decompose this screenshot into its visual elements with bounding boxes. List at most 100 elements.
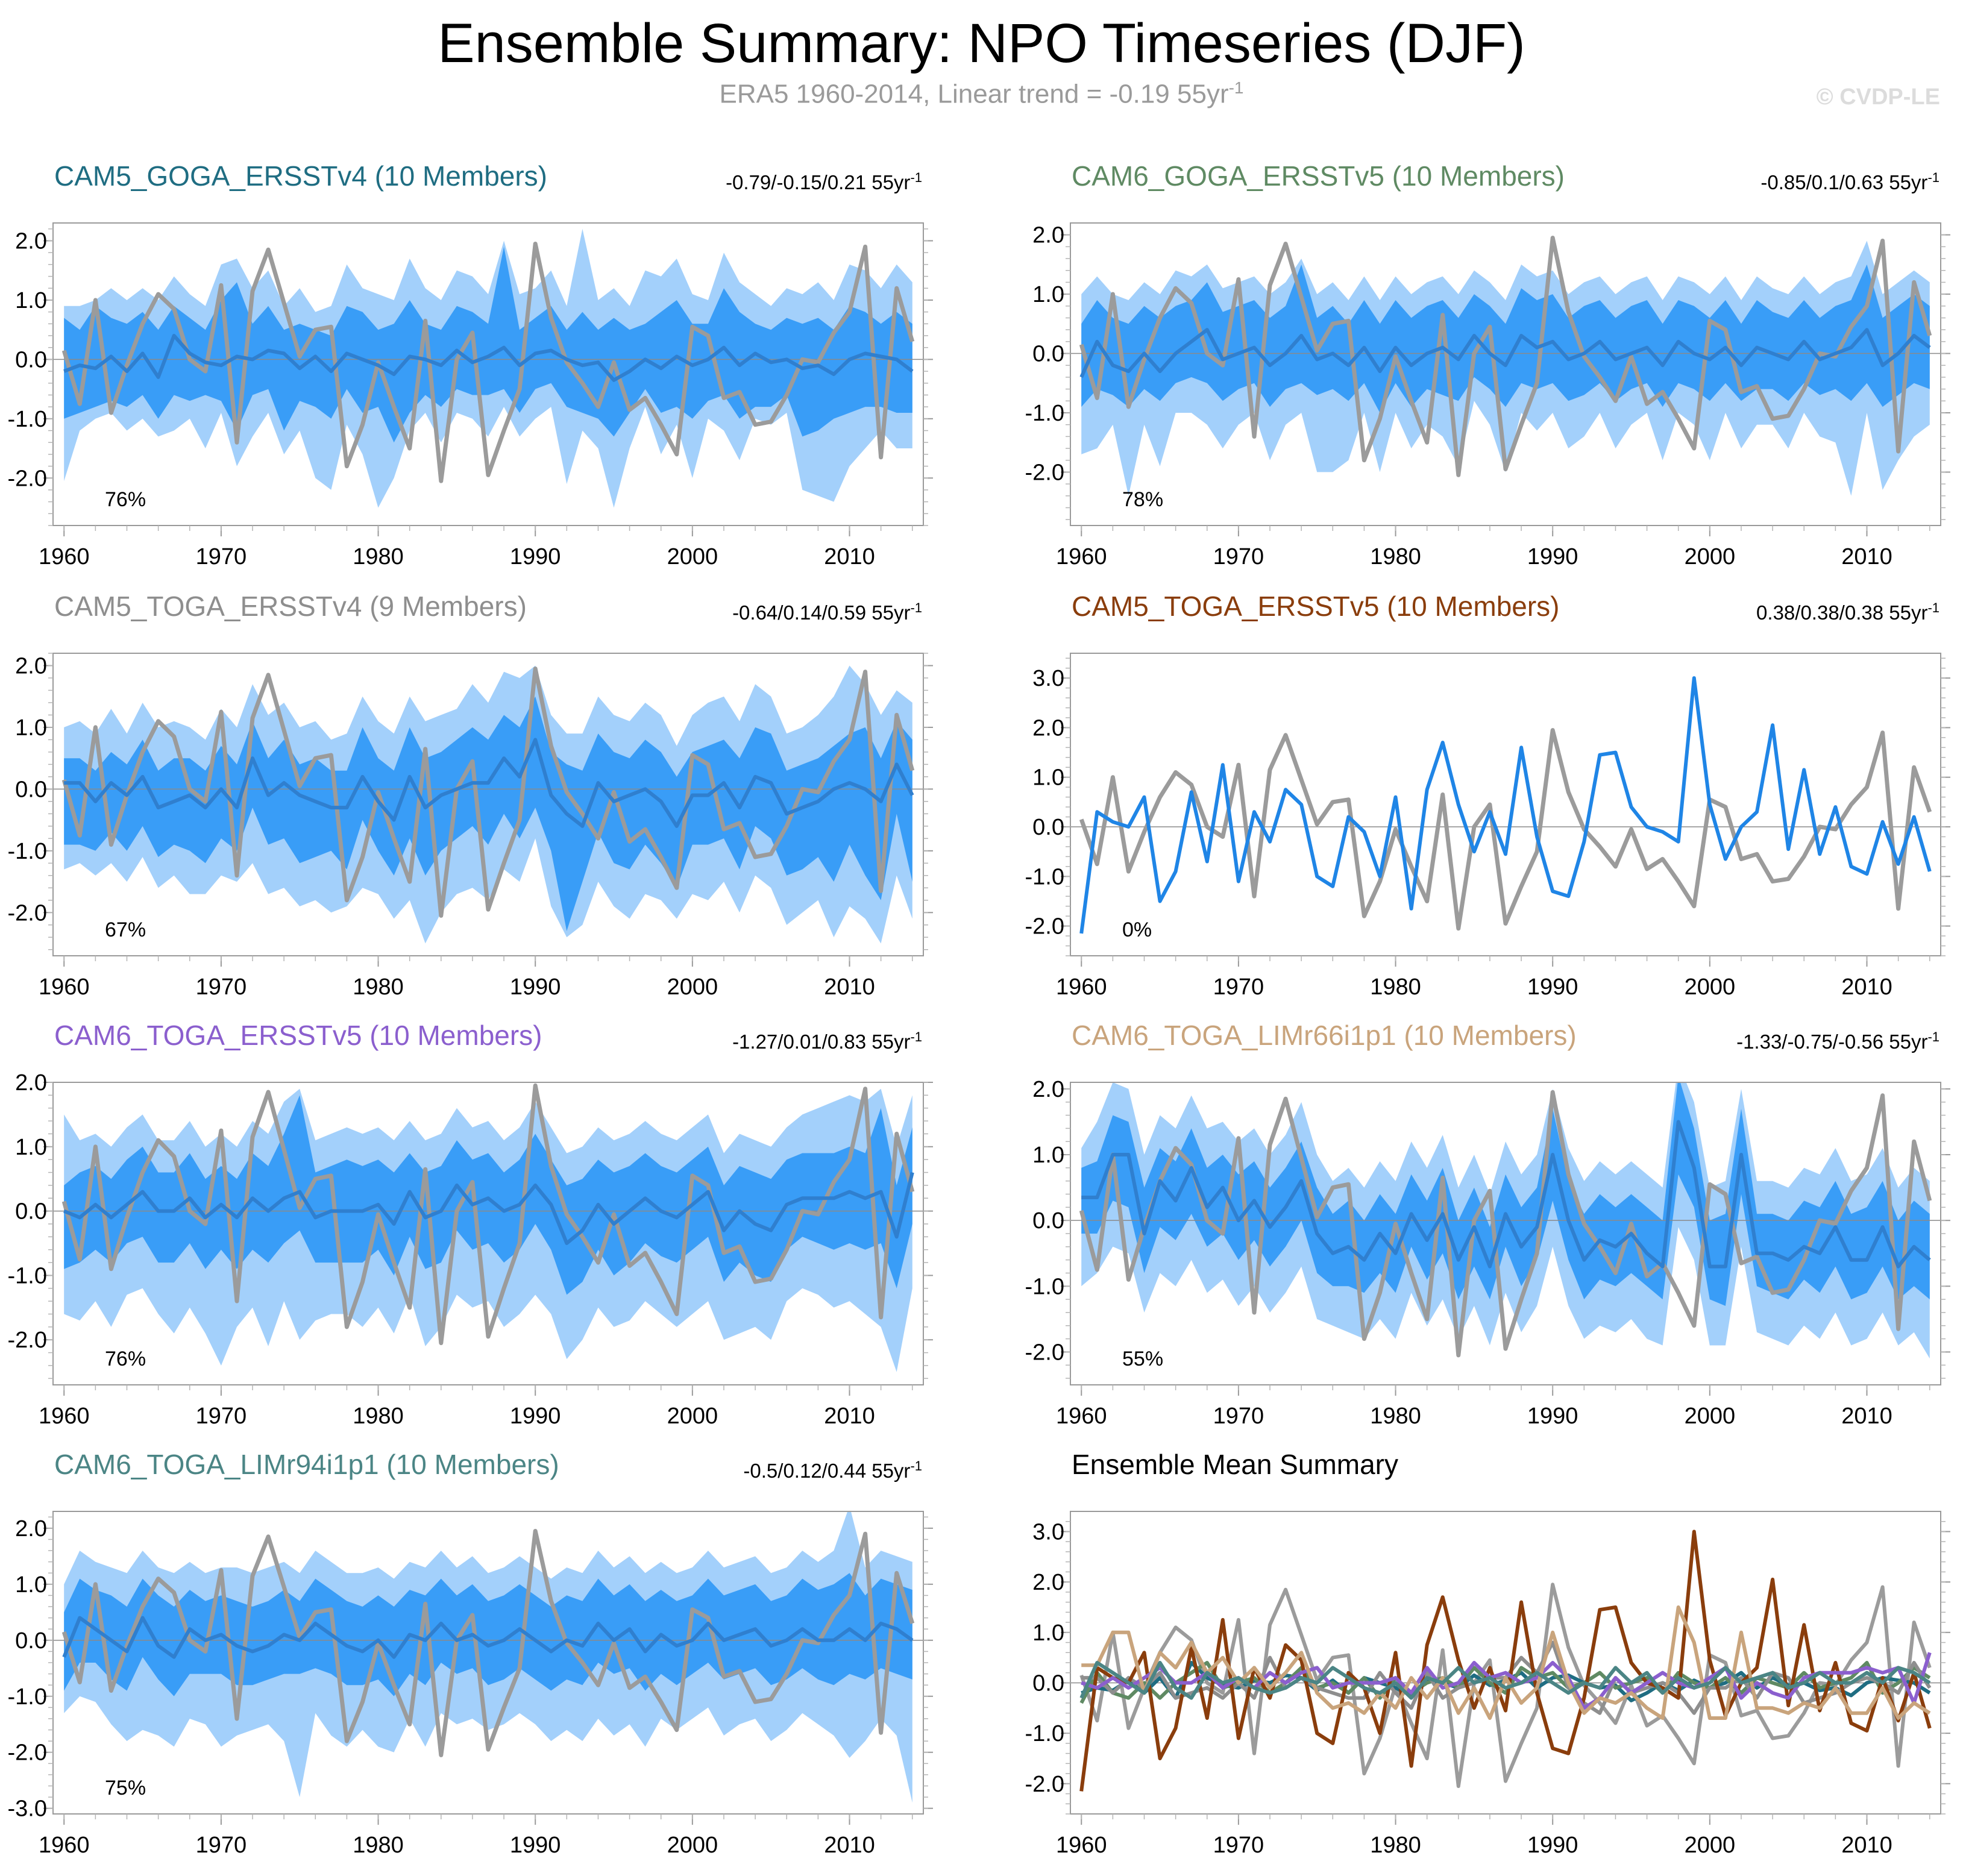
- y-tick-label: -1.0: [1025, 1274, 1064, 1299]
- x-tick-label: 1990: [1527, 1833, 1578, 1858]
- x-tick-label: 2010: [824, 1404, 875, 1429]
- plot-frame: [1070, 222, 1941, 526]
- y-tick-label: 1.0: [1032, 1143, 1064, 1168]
- trend-text: -1.33/-0.75/-0.56 55yr: [1736, 1031, 1928, 1053]
- obs-line: [61, 667, 915, 918]
- p10-p90-band: [64, 246, 912, 443]
- x-tick-label: 1970: [1213, 974, 1264, 1000]
- series-line-era5: [1079, 1583, 1932, 1788]
- trend-sup: -1: [1927, 1029, 1939, 1044]
- y-tick-label: -2.0: [8, 1328, 47, 1353]
- y-tick-label: -1.0: [1025, 1721, 1064, 1746]
- chart-svg: 1960 1970 1980 1990 2000 2010 -2.0 -1.0 0.0 1.0 2.…: [8, 222, 933, 569]
- plot-frame: [52, 653, 924, 956]
- plot-frame: [1070, 653, 1941, 956]
- p10-p90-band: [64, 1573, 912, 1696]
- percent-label: 76%: [105, 488, 146, 511]
- chart-svg: 1960 1970 1980 1990 2000 2010 -2.0 -1.0 0.0 1.0 2.…: [8, 1070, 933, 1429]
- panel-cam5-goga-ersstv4: CAM5_GOGA_ERSSTv4 (10 Members) -0.79/-0.…: [0, 158, 964, 586]
- y-tick-label: 2.0: [1032, 715, 1064, 741]
- percent-label: 0%: [1122, 918, 1152, 941]
- x-tick-label: 1990: [1527, 544, 1578, 569]
- y-tick-label: -3.0: [8, 1796, 47, 1822]
- x-tick-label: 2010: [824, 974, 875, 1000]
- panel-ensemble-mean-summary: Ensemble Mean Summary 1960 1970 1980 1990 20…: [1017, 1446, 1963, 1874]
- x-tick-label: 1970: [1213, 544, 1264, 569]
- chart-svg: 1960 1970 1980 1990 2000 2010 -3.0 -2.0 -1.0 0.0 1…: [8, 1511, 933, 1858]
- x-tick-label: 2000: [1685, 544, 1736, 569]
- plot-frame: [52, 222, 924, 526]
- y-tick-label: 0.0: [15, 1628, 47, 1654]
- y-tick-label: 2.0: [15, 1070, 47, 1096]
- x-tick-label: 1990: [510, 1833, 561, 1858]
- x-tick-label: 1960: [1056, 1404, 1107, 1429]
- panel-trend-label: -0.5/0.12/0.44 55yr-1: [743, 1451, 922, 1486]
- panel-cam6-toga-limr66i1p1: CAM6_TOGA_LIMr66i1p1 (10 Members) -1.33/…: [1017, 1017, 1963, 1445]
- panel-cam5-toga-ersstv4: CAM5_TOGA_ERSSTv4 (9 Members) -0.64/0.14…: [0, 588, 964, 1016]
- panel-title: CAM5_GOGA_ERSSTv4 (10 Members): [54, 160, 548, 192]
- x-tick-label: 2000: [667, 544, 718, 569]
- y-tick-label: -1.0: [1025, 864, 1064, 889]
- series-line-cam5_toga_ersstv5: [1079, 1529, 1932, 1792]
- y-tick-label: 1.0: [15, 1135, 47, 1160]
- p10-p90-band: [64, 696, 912, 931]
- plot-area: [1070, 1082, 1941, 1359]
- series-line-cam6_toga_limr66i1p1: [1081, 1605, 1931, 1720]
- panel-cam6-toga-ersstv5: CAM6_TOGA_ERSSTv5 (10 Members) -1.27/0.0…: [0, 1017, 964, 1445]
- x-tick-label: 1970: [196, 1833, 247, 1858]
- ensemble-mean-line: [1079, 328, 1931, 378]
- panel-title: CAM6_TOGA_LIMr66i1p1 (10 Members): [1072, 1020, 1577, 1051]
- panel-trend-label: -0.64/0.14/0.59 55yr-1: [732, 593, 922, 628]
- member-line: [1079, 676, 1932, 934]
- p10-p90-band: [1081, 264, 1930, 413]
- y-tick-label: -2.0: [1025, 460, 1064, 485]
- x-tick-label: 1990: [1527, 1404, 1578, 1429]
- panel-trend-label: -0.79/-0.15/0.21 55yr-1: [726, 163, 922, 198]
- ensemble-mean-line: [63, 334, 914, 382]
- x-tick-label: 2010: [1841, 544, 1892, 569]
- y-tick-label: -2.0: [1025, 1340, 1064, 1365]
- panel-title: CAM5_TOGA_ERSSTv5 (10 Members): [1072, 591, 1560, 622]
- page-subtitle: ERA5 1960-2014, Linear trend = -0.19 55y…: [0, 78, 1963, 110]
- copyright-mark: © CVDP-LE: [1816, 84, 1940, 110]
- x-tick-label: 1970: [196, 1404, 247, 1429]
- plot-area: [1070, 676, 1941, 934]
- obs-line: [61, 1529, 915, 1757]
- panel-title: CAM6_TOGA_LIMr94i1p1 (10 Members): [54, 1449, 559, 1480]
- y-tick-label: 3.0: [1032, 666, 1064, 691]
- plot-area: [53, 665, 923, 944]
- y-tick-label: -1.0: [8, 1684, 47, 1710]
- plot-area: [53, 1083, 923, 1372]
- x-tick-label: 1970: [1213, 1833, 1264, 1858]
- p10-p90-band: [1081, 1082, 1930, 1306]
- trend-text: 0.38/0.38/0.38 55yr: [1756, 601, 1928, 624]
- y-tick-label: 2.0: [1032, 1077, 1064, 1102]
- trend-sup: -1: [910, 1458, 922, 1473]
- y-tick-label: 2.0: [15, 653, 47, 679]
- trend-text: -0.64/0.14/0.59 55yr: [732, 601, 911, 624]
- obs-line: [1079, 1090, 1932, 1358]
- x-tick-label: 1990: [510, 544, 561, 569]
- chart-svg: 1960 1970 1980 1990 2000 2010 -2.0 -1.0 0.0 1.0 2.…: [1025, 222, 1950, 569]
- y-tick-label: 1.0: [1032, 282, 1064, 307]
- x-tick-label: 1960: [1056, 974, 1107, 1000]
- y-tick-label: 1.0: [1032, 1620, 1064, 1646]
- trend-sup: -1: [910, 600, 922, 615]
- x-tick-label: 1960: [1056, 1833, 1107, 1858]
- panel-trend-label: 0.38/0.38/0.38 55yr-1: [1756, 593, 1939, 628]
- plot-area: [53, 228, 923, 508]
- y-tick-label: 0.0: [15, 347, 47, 372]
- plot-area: [1070, 236, 1941, 496]
- y-tick-label: 0.0: [15, 777, 47, 802]
- trend-text: -0.5/0.12/0.44 55yr: [743, 1460, 911, 1482]
- trend-sup: -1: [1927, 600, 1939, 615]
- y-tick-label: 0.0: [1032, 1671, 1064, 1696]
- x-tick-label: 2000: [1685, 974, 1736, 1000]
- series-line-cam6_toga_ersstv5: [1081, 1652, 1932, 1710]
- x-tick-label: 1960: [39, 1404, 90, 1429]
- ensemble-mean-line: [62, 1616, 914, 1659]
- trend-sup: -1: [1927, 170, 1939, 185]
- x-tick-label: 1960: [1056, 544, 1107, 569]
- panel-trend-label: -1.33/-0.75/-0.56 55yr-1: [1736, 1022, 1939, 1057]
- panel-cam5-toga-ersstv5: CAM5_TOGA_ERSSTv5 (10 Members) 0.38/0.38…: [1017, 588, 1963, 1016]
